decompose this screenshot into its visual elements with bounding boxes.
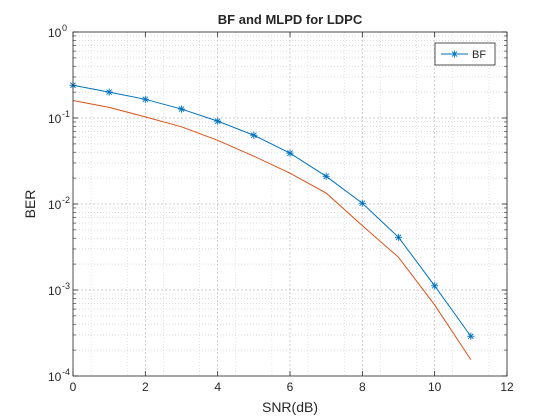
y-tick-exponent: 0 bbox=[62, 23, 67, 33]
x-tick-label: 10 bbox=[428, 380, 442, 394]
y-tick-base: 10 bbox=[48, 370, 62, 384]
y-axis-label: BER bbox=[22, 190, 38, 219]
legend: BF bbox=[434, 42, 496, 66]
x-tick-label: 12 bbox=[500, 380, 514, 394]
data-point-marker bbox=[286, 149, 294, 157]
axis-ticks bbox=[72, 31, 508, 377]
chart-title: BF and MLPD for LDPC bbox=[218, 12, 363, 27]
legend-label-bf: BF bbox=[472, 49, 486, 61]
y-tick-exponent: -4 bbox=[62, 367, 70, 377]
series-layer bbox=[69, 81, 475, 360]
y-tick-base: 10 bbox=[48, 26, 62, 40]
x-axis-label: SNR(dB) bbox=[262, 399, 318, 415]
x-tick-label: 4 bbox=[214, 380, 221, 394]
series-line-0 bbox=[72, 84, 472, 337]
y-tick-label: 10 -1 bbox=[48, 109, 70, 126]
legend-asterisk bbox=[450, 50, 459, 58]
data-point-marker bbox=[358, 199, 366, 207]
data-point-marker bbox=[177, 105, 186, 113]
legend-marker-bf bbox=[450, 50, 459, 58]
y-tick-exponent: -2 bbox=[62, 195, 70, 205]
data-point-marker bbox=[467, 332, 475, 340]
y-tick-label: 10 -2 bbox=[48, 195, 70, 212]
data-point-marker bbox=[105, 88, 113, 96]
x-tick-label: 6 bbox=[287, 380, 294, 394]
y-tick-label: 10 -4 bbox=[48, 367, 70, 384]
y-tick-exponent: -3 bbox=[62, 281, 70, 291]
x-tick-label: 8 bbox=[359, 380, 366, 394]
data-point-marker bbox=[322, 172, 330, 180]
x-tick-label: 0 bbox=[70, 380, 77, 394]
data-point-marker bbox=[394, 233, 403, 241]
data-point-marker bbox=[431, 282, 439, 290]
y-tick-base: 10 bbox=[48, 198, 62, 212]
y-tick-base: 10 bbox=[48, 284, 62, 298]
x-tick-labels: 0 2 4 6 8 10 12 bbox=[70, 380, 514, 394]
y-tick-label: 10 0 bbox=[48, 23, 67, 40]
data-point-marker bbox=[250, 131, 258, 139]
data-point-marker bbox=[214, 117, 222, 125]
y-tick-base: 10 bbox=[48, 112, 62, 126]
data-point-marker bbox=[141, 95, 149, 103]
y-tick-exponent: -1 bbox=[62, 109, 70, 119]
x-tick-label: 2 bbox=[142, 380, 149, 394]
y-tick-label: 10 -3 bbox=[48, 281, 70, 298]
series-line-1 bbox=[72, 99, 472, 360]
